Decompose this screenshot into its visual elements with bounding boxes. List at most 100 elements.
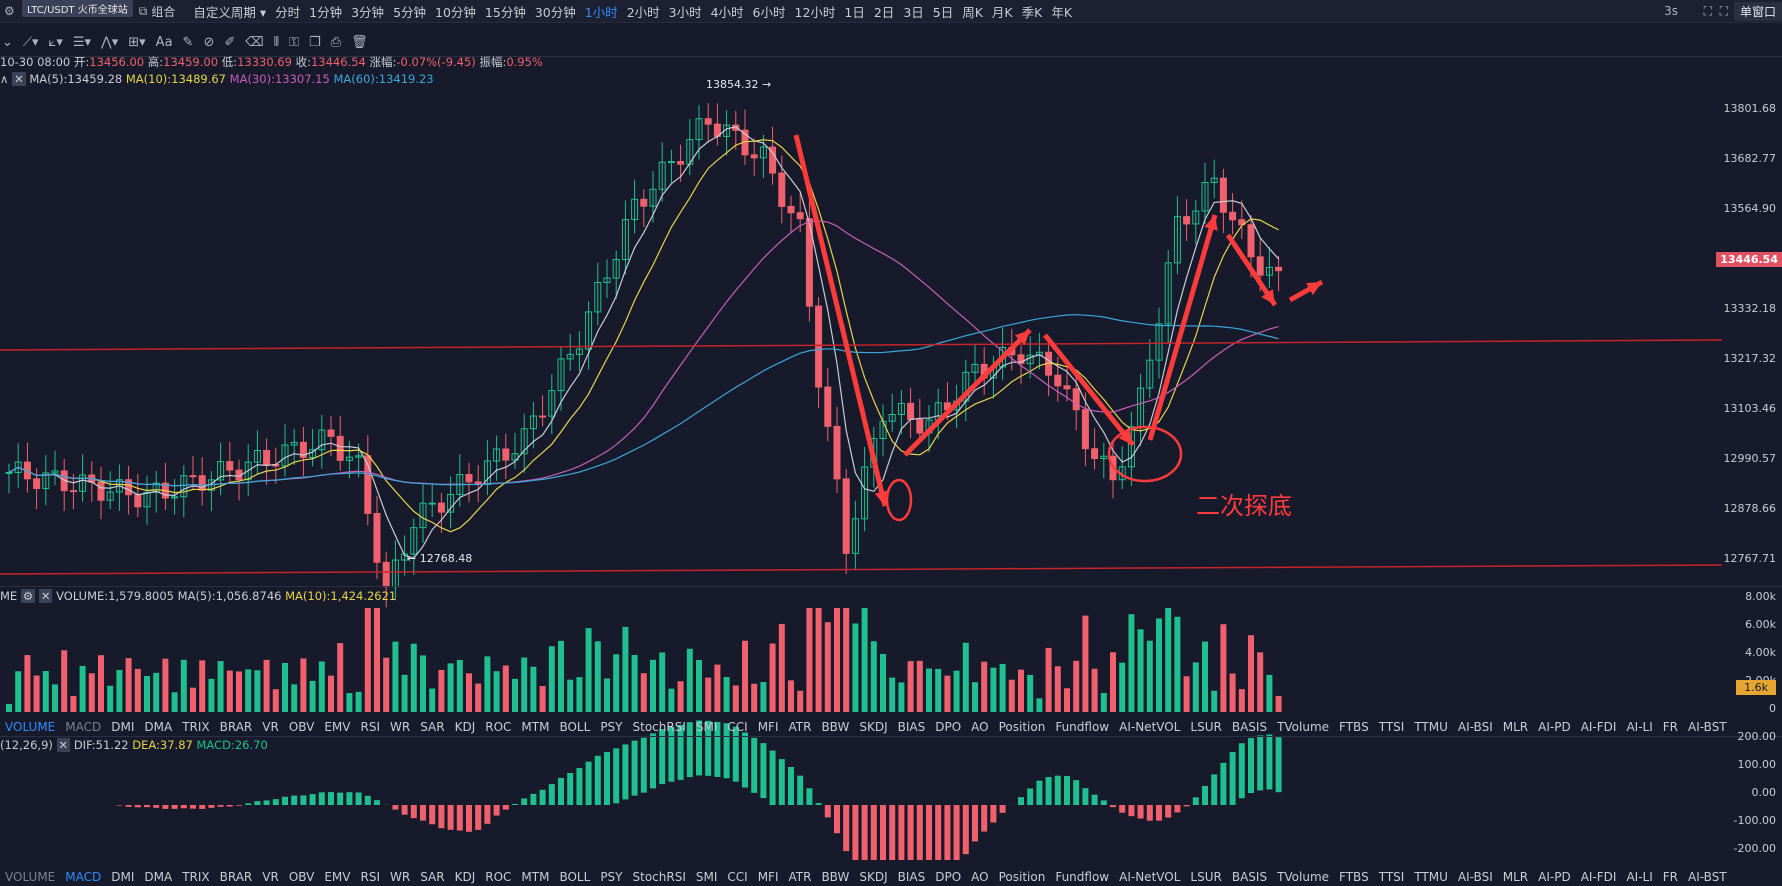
lock-tool-icon[interactable]: ⚿ bbox=[289, 34, 300, 50]
indicator-tab-vr[interactable]: VR bbox=[262, 870, 279, 884]
indicator-tab-tvolume[interactable]: TVolume bbox=[1277, 720, 1330, 734]
indicator-tab-mlr[interactable]: MLR bbox=[1502, 870, 1529, 884]
settings-icon[interactable]: ⚙ bbox=[20, 589, 36, 603]
indicator-tab-mfi[interactable]: MFI bbox=[757, 720, 779, 734]
period-8[interactable]: 2小时 bbox=[626, 4, 660, 20]
custom-period-dropdown[interactable]: 自定义周期 ▾ bbox=[193, 2, 266, 21]
copy-tool-icon[interactable]: ❐ bbox=[309, 34, 321, 50]
brush-tool-icon[interactable]: ✎ bbox=[182, 34, 194, 50]
indicator-tab-dmi[interactable]: DMI bbox=[111, 870, 135, 884]
indicator-tab-position[interactable]: Position bbox=[998, 870, 1046, 884]
shrink-icon[interactable]: ⛶ bbox=[1719, 3, 1728, 18]
indicator-tab-ai-pd[interactable]: AI-PD bbox=[1538, 870, 1571, 884]
indicator-tab-fundflow[interactable]: Fundflow bbox=[1055, 720, 1110, 734]
indicator-tab-trix[interactable]: TRIX bbox=[182, 720, 210, 734]
indicator-tab-ttmu[interactable]: TTMU bbox=[1414, 870, 1448, 884]
line-tool-icon[interactable]: ⟋▾ bbox=[22, 34, 39, 50]
indicator-tab-fr[interactable]: FR bbox=[1662, 870, 1679, 884]
indicator-tab-rsi[interactable]: RSI bbox=[360, 870, 381, 884]
refresh-interval[interactable]: 3s bbox=[1664, 4, 1678, 18]
indicator-tab-ftbs[interactable]: FTBS bbox=[1339, 870, 1369, 884]
indicator-tab-atr[interactable]: ATR bbox=[788, 720, 812, 734]
indicator-tab-mtm[interactable]: MTM bbox=[521, 870, 550, 884]
indicator-tab-ai-bst[interactable]: AI-BST bbox=[1688, 720, 1727, 734]
indicator-tab-skdj[interactable]: SKDJ bbox=[859, 720, 888, 734]
indicator-tab-ai-bst[interactable]: AI-BST bbox=[1688, 870, 1727, 884]
settings-icon[interactable]: ⚙ bbox=[4, 4, 15, 18]
period-5[interactable]: 15分钟 bbox=[484, 4, 526, 20]
indicator-tab-bbw[interactable]: BBW bbox=[821, 870, 850, 884]
indicator-tab-macd[interactable]: MACD bbox=[65, 720, 102, 734]
indicator-tab-fundflow[interactable]: Fundflow bbox=[1055, 870, 1110, 884]
indicator-tab-boll[interactable]: BOLL bbox=[559, 870, 591, 884]
indicator-tab-vr[interactable]: VR bbox=[262, 720, 279, 734]
period-3[interactable]: 5分钟 bbox=[393, 4, 427, 20]
combo-button[interactable]: 组合 bbox=[151, 4, 176, 19]
period-7[interactable]: 1小时 bbox=[584, 4, 618, 20]
period-12[interactable]: 12小时 bbox=[794, 4, 836, 20]
indicator-tab-stochrsi[interactable]: StochRSI bbox=[632, 870, 686, 884]
expand-icon[interactable]: ⛶ bbox=[1703, 3, 1712, 18]
indicator-tab-bbw[interactable]: BBW bbox=[821, 720, 850, 734]
indicator-tab-basis[interactable]: BASIS bbox=[1231, 720, 1268, 734]
magnet-tool-icon[interactable]: ⊘ bbox=[203, 34, 215, 50]
period-17[interactable]: 周K bbox=[962, 4, 983, 20]
period-1[interactable]: 1分钟 bbox=[309, 4, 343, 20]
indicator-tab-volume[interactable]: VOLUME bbox=[5, 720, 56, 734]
indicator-tab-dpo[interactable]: DPO bbox=[935, 720, 962, 734]
indicator-tab-ai-fdi[interactable]: AI-FDI bbox=[1580, 720, 1617, 734]
indicator-tab-ttsi[interactable]: TTSI bbox=[1378, 870, 1405, 884]
measure-tool-icon[interactable]: ⫴ bbox=[273, 34, 280, 50]
indicator-tab-ao[interactable]: AO bbox=[971, 870, 989, 884]
indicator-tab-lsur[interactable]: LSUR bbox=[1190, 870, 1222, 884]
indicator-tab-bias[interactable]: BIAS bbox=[897, 870, 926, 884]
indicator-tab-ai-li[interactable]: AI-LI bbox=[1626, 870, 1653, 884]
period-0[interactable]: 分时 bbox=[275, 4, 301, 20]
shape-tool-icon[interactable]: ⊞▾ bbox=[128, 34, 146, 50]
eraser-tool-icon[interactable]: ⌫ bbox=[245, 34, 264, 50]
indicator-tab-mlr[interactable]: MLR bbox=[1502, 720, 1529, 734]
indicator-tab-mtm[interactable]: MTM bbox=[521, 720, 550, 734]
period-18[interactable]: 月K bbox=[991, 4, 1013, 20]
wave-tool-icon[interactable]: ⋀▾ bbox=[101, 34, 119, 50]
indicator-tab-cci[interactable]: CCI bbox=[727, 720, 748, 734]
indicator-tab-smi[interactable]: SMI bbox=[695, 870, 718, 884]
indicator-tab-smi[interactable]: SMI bbox=[695, 720, 718, 734]
indicator-tab-ftbs[interactable]: FTBS bbox=[1339, 720, 1369, 734]
indicator-tab-obv[interactable]: OBV bbox=[288, 720, 315, 734]
indicator-tab-skdj[interactable]: SKDJ bbox=[859, 870, 888, 884]
indicator-tab-obv[interactable]: OBV bbox=[288, 870, 315, 884]
symbol-pill[interactable]: LTC/USDT 火币全球站 bbox=[22, 0, 133, 17]
indicator-tab-roc[interactable]: ROC bbox=[485, 870, 512, 884]
ray-tool-icon[interactable]: ⟀▾ bbox=[48, 34, 63, 50]
indicator-tab-bias[interactable]: BIAS bbox=[897, 720, 926, 734]
text-tool-icon[interactable]: Aa bbox=[155, 34, 173, 50]
indicator-tab-emv[interactable]: EMV bbox=[324, 870, 351, 884]
indicator-tab-mfi[interactable]: MFI bbox=[757, 870, 779, 884]
indicator-tab-ai-netvol[interactable]: AI-NetVOL bbox=[1119, 870, 1181, 884]
indicator-tab-boll[interactable]: BOLL bbox=[559, 720, 591, 734]
period-11[interactable]: 6小时 bbox=[752, 4, 786, 20]
indicator-tab-atr[interactable]: ATR bbox=[788, 870, 812, 884]
cursor-tool-icon[interactable]: ⌄ bbox=[2, 34, 13, 50]
indicator-tab-brar[interactable]: BRAR bbox=[219, 870, 253, 884]
indicator-tab-fr[interactable]: FR bbox=[1662, 720, 1679, 734]
period-9[interactable]: 3小时 bbox=[668, 4, 702, 20]
indicator-tab-tvolume[interactable]: TVolume bbox=[1277, 870, 1330, 884]
period-6[interactable]: 30分钟 bbox=[534, 4, 576, 20]
indicator-tab-dma[interactable]: DMA bbox=[144, 870, 173, 884]
period-10[interactable]: 4小时 bbox=[710, 4, 744, 20]
indicator-tab-trix[interactable]: TRIX bbox=[182, 870, 210, 884]
period-13[interactable]: 1日 bbox=[844, 4, 865, 20]
indicator-tab-ai-netvol[interactable]: AI-NetVOL bbox=[1119, 720, 1181, 734]
indicator-tab-ai-fdi[interactable]: AI-FDI bbox=[1580, 870, 1617, 884]
channel-tool-icon[interactable]: ☰▾ bbox=[72, 34, 92, 50]
indicator-tab-sar[interactable]: SAR bbox=[420, 720, 445, 734]
indicator-tab-macd[interactable]: MACD bbox=[65, 870, 102, 884]
indicator-tab-roc[interactable]: ROC bbox=[485, 720, 512, 734]
indicator-tab-dpo[interactable]: DPO bbox=[935, 870, 962, 884]
indicator-tab-volume[interactable]: VOLUME bbox=[5, 870, 56, 884]
indicator-tab-kdj[interactable]: KDJ bbox=[454, 870, 476, 884]
period-4[interactable]: 10分钟 bbox=[435, 4, 476, 20]
indicator-tab-rsi[interactable]: RSI bbox=[360, 720, 381, 734]
